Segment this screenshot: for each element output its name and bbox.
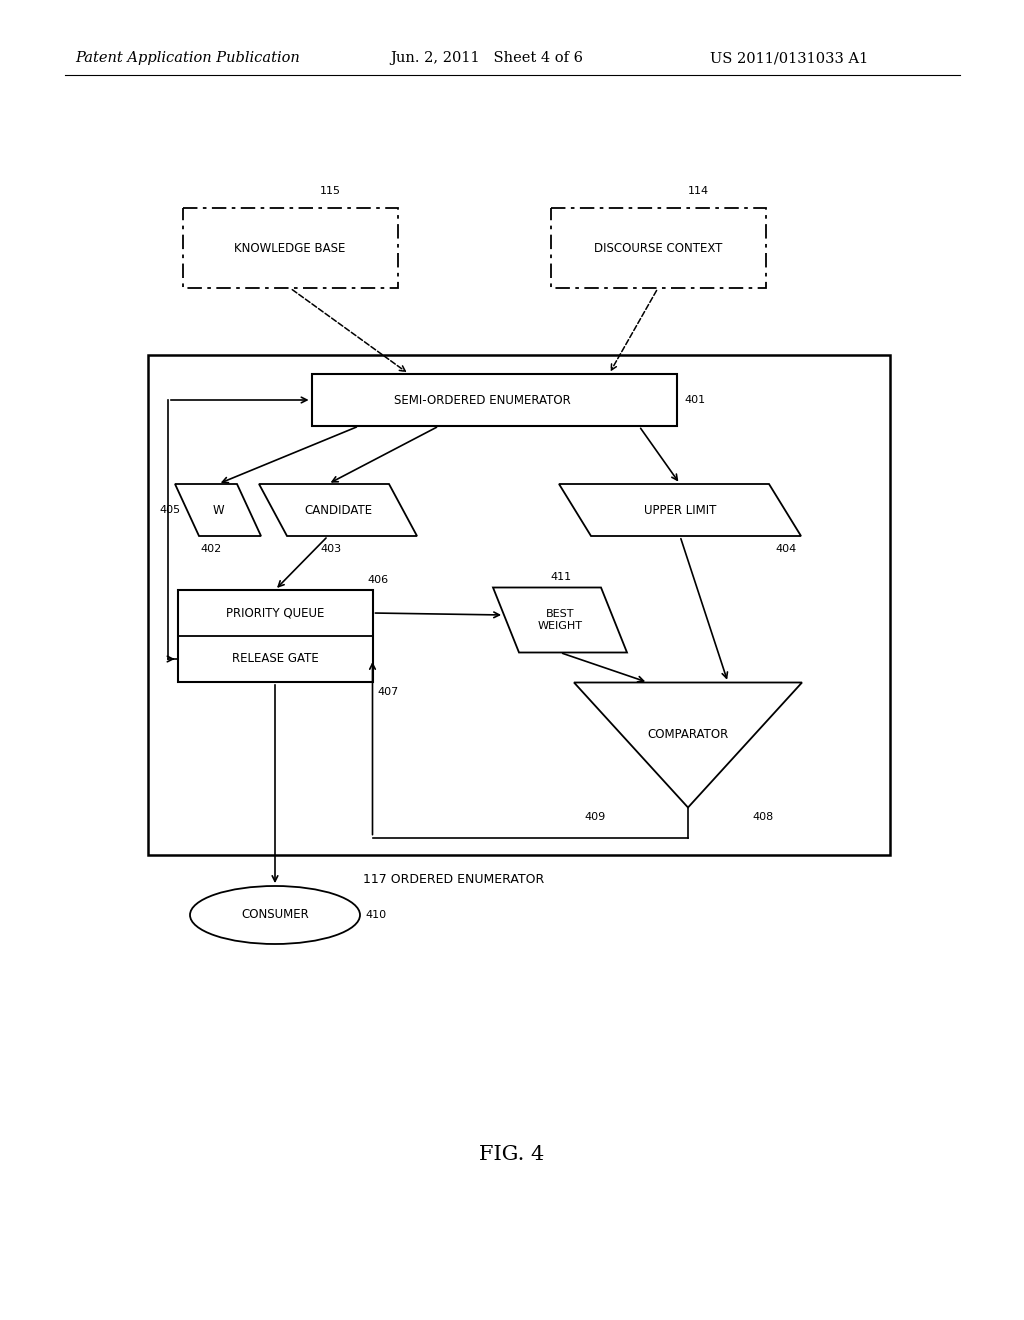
Text: COMPARATOR: COMPARATOR <box>647 729 729 742</box>
Text: 114: 114 <box>688 186 710 195</box>
Text: 402: 402 <box>200 544 221 554</box>
Text: 407: 407 <box>378 686 398 697</box>
Text: RELEASE GATE: RELEASE GATE <box>231 652 318 665</box>
Text: Jun. 2, 2011   Sheet 4 of 6: Jun. 2, 2011 Sheet 4 of 6 <box>390 51 583 65</box>
Text: W: W <box>212 503 224 516</box>
Text: SEMI-ORDERED ENUMERATOR: SEMI-ORDERED ENUMERATOR <box>393 393 570 407</box>
Bar <box>182 209 397 288</box>
Text: UPPER LIMIT: UPPER LIMIT <box>644 503 716 516</box>
Text: 408: 408 <box>752 813 773 822</box>
Polygon shape <box>559 484 801 536</box>
Text: 403: 403 <box>319 544 341 554</box>
Text: 405: 405 <box>159 506 180 515</box>
Bar <box>311 374 677 426</box>
Text: 406: 406 <box>368 576 389 585</box>
Text: Patent Application Publication: Patent Application Publication <box>75 51 300 65</box>
Polygon shape <box>493 587 627 652</box>
Text: KNOWLEDGE BASE: KNOWLEDGE BASE <box>234 242 346 255</box>
Bar <box>177 590 373 682</box>
Text: CONSUMER: CONSUMER <box>241 908 309 921</box>
Polygon shape <box>175 484 261 536</box>
Bar <box>551 209 766 288</box>
Text: 117 ORDERED ENUMERATOR: 117 ORDERED ENUMERATOR <box>362 873 544 886</box>
Text: CANDIDATE: CANDIDATE <box>304 503 372 516</box>
Text: BEST
WEIGHT: BEST WEIGHT <box>538 609 583 631</box>
Text: PRIORITY QUEUE: PRIORITY QUEUE <box>226 606 325 619</box>
Text: 411: 411 <box>550 573 571 582</box>
Text: FIG. 4: FIG. 4 <box>479 1146 545 1164</box>
Text: 409: 409 <box>584 813 605 822</box>
Text: 115: 115 <box>319 186 341 195</box>
Ellipse shape <box>190 886 360 944</box>
Polygon shape <box>574 682 802 808</box>
Text: 410: 410 <box>365 909 386 920</box>
Text: 404: 404 <box>775 544 797 554</box>
Bar <box>148 355 890 855</box>
Polygon shape <box>259 484 417 536</box>
Text: DISCOURSE CONTEXT: DISCOURSE CONTEXT <box>594 242 722 255</box>
Text: 401: 401 <box>684 395 706 405</box>
Text: US 2011/0131033 A1: US 2011/0131033 A1 <box>710 51 868 65</box>
